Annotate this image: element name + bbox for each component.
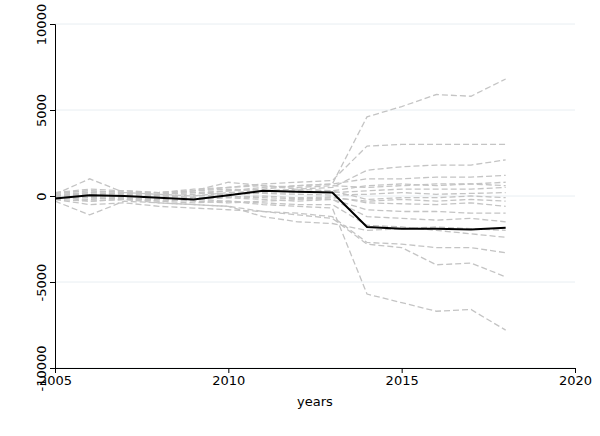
y-tick-mark — [50, 368, 55, 369]
x-tick-label: 2010 — [212, 373, 245, 388]
y-tick: -10000 — [34, 345, 55, 391]
y-tick-label: 5000 — [34, 94, 49, 127]
x-tick: 2010 — [212, 368, 245, 388]
series-line — [55, 144, 506, 194]
series-line — [55, 199, 506, 230]
x-axis-line — [56, 369, 576, 374]
x-axis: 2005201020152020 — [39, 368, 592, 388]
grid-line — [55, 282, 575, 283]
plot-area: 2005201020152020-10000-50000500010000 — [34, 4, 592, 392]
series-line — [55, 196, 506, 203]
y-tick-mark — [50, 110, 55, 111]
x-tick: 2020 — [559, 368, 592, 388]
y-axis: -10000 -5000 0 5000 10000 — [34, 4, 56, 392]
chart: 2005201020152020-10000-50000500010000yea… — [0, 0, 600, 436]
y-tick-label: 10000 — [34, 4, 49, 45]
grid-line — [55, 110, 575, 111]
x-tick-label: 2020 — [559, 373, 592, 388]
series-line — [55, 191, 506, 230]
series-line — [55, 79, 506, 196]
series-line — [55, 201, 506, 253]
x-tick: 2015 — [386, 368, 419, 388]
x-tick-label: 2015 — [386, 373, 419, 388]
y-tick-label: 0 — [34, 192, 49, 200]
y-tick-label: -5000 — [34, 264, 49, 302]
y-axis-line — [50, 25, 56, 369]
y-tick: 10000 — [34, 4, 55, 45]
grid-line — [55, 24, 575, 25]
series-line — [55, 196, 506, 237]
y-tick-mark — [50, 282, 55, 283]
y-tick: 5000 — [34, 94, 55, 127]
y-tick-mark — [50, 196, 55, 197]
y-tick-mark — [50, 24, 55, 25]
series-line — [55, 199, 506, 276]
x-axis-title: years — [297, 394, 333, 409]
y-tick-label: -10000 — [34, 345, 49, 391]
y-tick: -5000 — [34, 264, 55, 302]
background — [0, 0, 600, 436]
series-line — [55, 196, 506, 330]
grid — [55, 24, 575, 368]
lines — [55, 79, 506, 330]
y-tick: 0 — [34, 192, 55, 200]
